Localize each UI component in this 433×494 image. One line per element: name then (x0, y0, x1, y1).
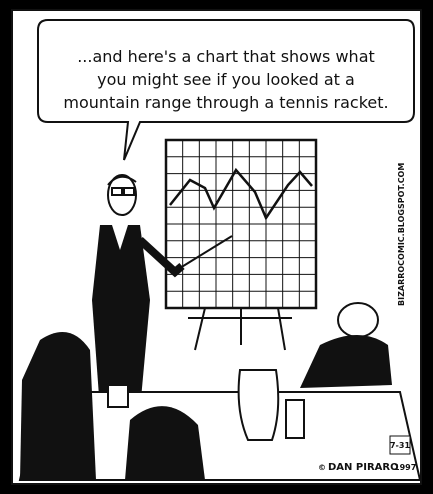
website: BIZARROCOMIC.BLOGSPOT.COM (397, 163, 406, 306)
caption-line: mountain range through a tennis racket. (63, 93, 388, 112)
easel-chart (164, 138, 318, 351)
caption-line: ...and here's a chart that shows what (77, 47, 375, 66)
audience-person (20, 332, 96, 480)
year: 1997 (394, 463, 416, 472)
speech-bubble (37, 19, 415, 161)
mug (107, 384, 129, 408)
cups (285, 399, 305, 439)
caption-line: you might see if you looked at a (97, 70, 355, 89)
presenter (92, 174, 233, 410)
pitcher (237, 369, 280, 441)
copyright: © (318, 463, 326, 472)
author: DAN PIRARO (328, 462, 399, 473)
seated-man (300, 302, 392, 388)
date: 7-31 (390, 441, 410, 450)
date-box (389, 435, 411, 455)
audience-person (125, 406, 205, 480)
